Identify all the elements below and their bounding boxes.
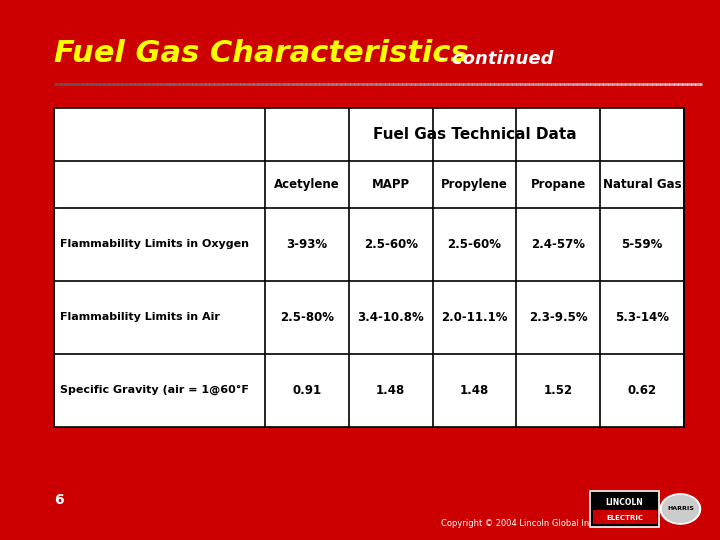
- FancyBboxPatch shape: [590, 491, 659, 526]
- Text: 1.48: 1.48: [376, 383, 405, 396]
- Text: 1.52: 1.52: [544, 383, 573, 396]
- Text: 2.4-57%: 2.4-57%: [531, 238, 585, 251]
- Text: Specific Gravity (air = 1@60°F: Specific Gravity (air = 1@60°F: [60, 385, 248, 395]
- Text: 2.5-60%: 2.5-60%: [448, 238, 502, 251]
- Text: 2.3-9.5%: 2.3-9.5%: [529, 310, 588, 323]
- Text: Natural Gas: Natural Gas: [603, 178, 681, 191]
- Text: Fuel Gas Technical Data: Fuel Gas Technical Data: [373, 127, 576, 142]
- Text: LINCOLN: LINCOLN: [606, 498, 644, 507]
- Text: 6: 6: [54, 492, 63, 507]
- Text: HARRIS: HARRIS: [667, 507, 694, 511]
- Text: 5-59%: 5-59%: [621, 238, 663, 251]
- Text: Flammability Limits in Oxygen: Flammability Limits in Oxygen: [60, 239, 249, 249]
- Text: Copyright © 2004 Lincoln Global Inc.: Copyright © 2004 Lincoln Global Inc.: [441, 519, 596, 528]
- Text: 2.0-11.1%: 2.0-11.1%: [441, 310, 508, 323]
- Circle shape: [660, 494, 701, 524]
- Circle shape: [662, 496, 698, 523]
- Text: 0.91: 0.91: [292, 383, 322, 396]
- Text: 3-93%: 3-93%: [287, 238, 328, 251]
- Text: 0.62: 0.62: [628, 383, 657, 396]
- Text: 2.5-80%: 2.5-80%: [280, 310, 334, 323]
- Text: 3.4-10.8%: 3.4-10.8%: [357, 310, 424, 323]
- FancyBboxPatch shape: [54, 108, 684, 427]
- Text: 5.3-14%: 5.3-14%: [615, 310, 669, 323]
- Text: Flammability Limits in Air: Flammability Limits in Air: [60, 312, 220, 322]
- Text: 1.48: 1.48: [460, 383, 489, 396]
- Text: MAPP: MAPP: [372, 178, 410, 191]
- Text: Propane: Propane: [531, 178, 586, 191]
- Text: Acetylene: Acetylene: [274, 178, 340, 191]
- FancyBboxPatch shape: [593, 510, 657, 524]
- Text: ELECTRIC: ELECTRIC: [606, 515, 643, 521]
- Text: 2.5-60%: 2.5-60%: [364, 238, 418, 251]
- Text: - continued: - continued: [432, 50, 554, 68]
- Text: Fuel Gas Characteristics: Fuel Gas Characteristics: [54, 38, 469, 68]
- Text: Propylene: Propylene: [441, 178, 508, 191]
